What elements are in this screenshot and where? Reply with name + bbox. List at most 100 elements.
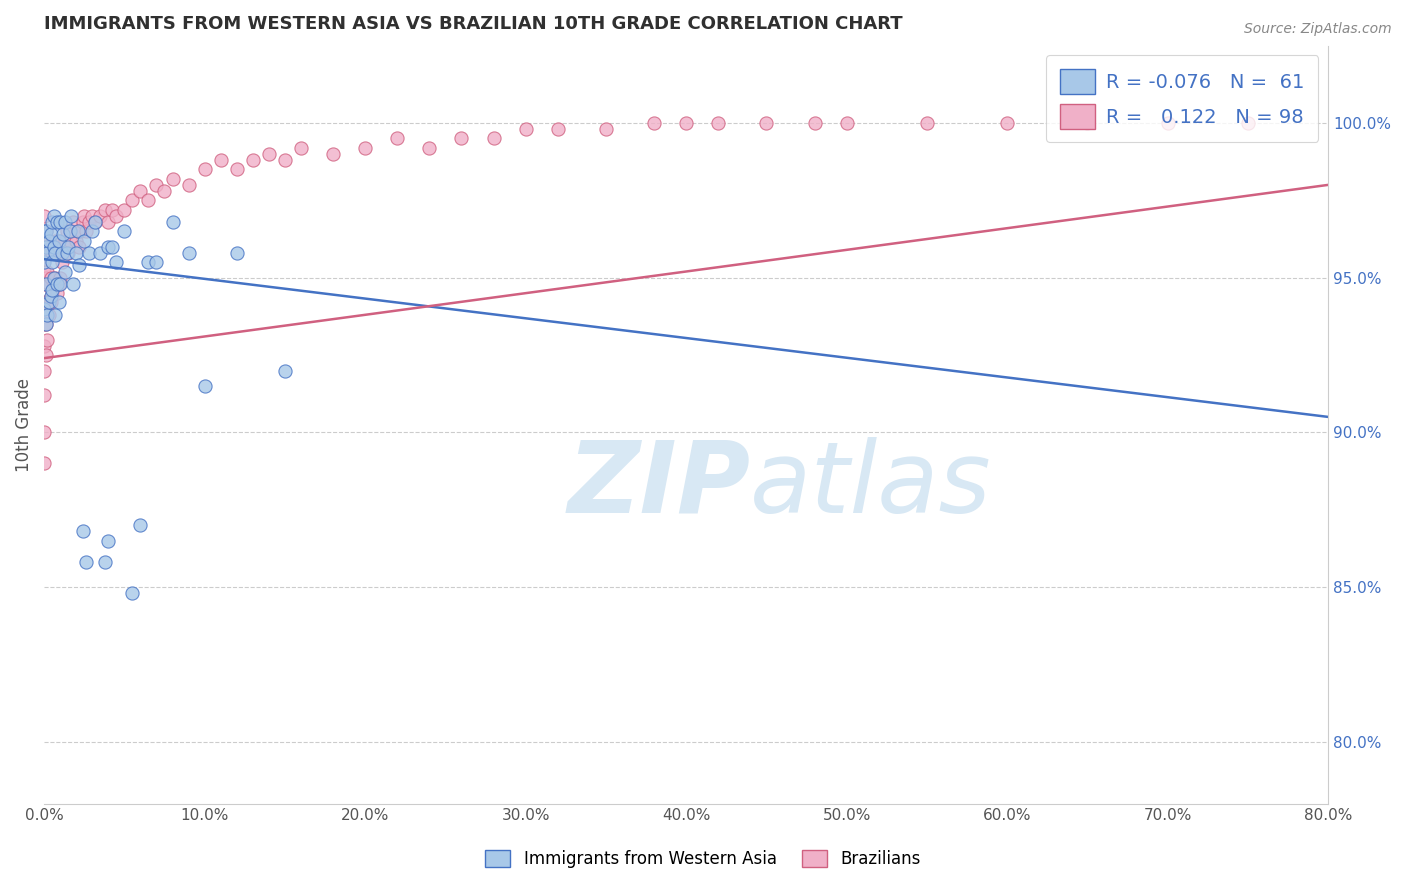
Point bbox=[42, 209, 65, 223]
Point bbox=[77, 246, 100, 260]
Point bbox=[1237, 116, 1260, 130]
Point bbox=[73, 209, 96, 223]
Point bbox=[194, 379, 217, 393]
Point bbox=[77, 215, 100, 229]
Point bbox=[42, 277, 65, 291]
Point bbox=[153, 184, 176, 198]
Point bbox=[75, 555, 97, 569]
Point bbox=[290, 141, 312, 155]
Point bbox=[100, 202, 122, 217]
Point bbox=[194, 162, 217, 177]
Point bbox=[48, 240, 70, 254]
Point bbox=[35, 277, 58, 291]
Point bbox=[84, 215, 107, 229]
Point bbox=[75, 224, 97, 238]
Point bbox=[37, 308, 59, 322]
Point bbox=[32, 264, 55, 278]
Point bbox=[515, 122, 537, 136]
Point bbox=[257, 147, 280, 161]
Point bbox=[105, 255, 128, 269]
Point bbox=[37, 295, 59, 310]
Point bbox=[65, 246, 87, 260]
Point bbox=[32, 255, 55, 269]
Point bbox=[97, 215, 120, 229]
Point bbox=[35, 224, 58, 238]
Point bbox=[55, 224, 77, 238]
Point bbox=[35, 317, 58, 331]
Text: ZIP: ZIP bbox=[568, 437, 751, 533]
Point bbox=[39, 289, 62, 303]
Point bbox=[32, 339, 55, 353]
Point bbox=[138, 194, 160, 208]
Point bbox=[482, 131, 505, 145]
Point bbox=[46, 277, 69, 291]
Point bbox=[94, 555, 117, 569]
Point bbox=[32, 227, 55, 242]
Point bbox=[59, 234, 82, 248]
Point bbox=[35, 348, 58, 362]
Point bbox=[37, 333, 59, 347]
Point bbox=[1156, 116, 1178, 130]
Point bbox=[44, 246, 66, 260]
Point bbox=[59, 224, 82, 238]
Point bbox=[387, 131, 409, 145]
Point bbox=[32, 425, 55, 440]
Point bbox=[129, 518, 152, 533]
Point bbox=[82, 224, 104, 238]
Point bbox=[89, 246, 111, 260]
Point bbox=[53, 264, 76, 278]
Point bbox=[755, 116, 778, 130]
Point bbox=[675, 116, 697, 130]
Point bbox=[62, 215, 84, 229]
Point bbox=[48, 277, 70, 291]
Point bbox=[46, 246, 69, 260]
Point bbox=[42, 270, 65, 285]
Point bbox=[32, 301, 55, 316]
Point bbox=[995, 116, 1018, 130]
Point bbox=[32, 456, 55, 470]
Point bbox=[39, 270, 62, 285]
Point bbox=[44, 234, 66, 248]
Point bbox=[42, 240, 65, 254]
Point bbox=[84, 215, 107, 229]
Point bbox=[73, 234, 96, 248]
Point bbox=[35, 246, 58, 260]
Point bbox=[35, 295, 58, 310]
Point bbox=[145, 255, 167, 269]
Point bbox=[46, 215, 69, 229]
Point bbox=[162, 171, 184, 186]
Point bbox=[138, 255, 160, 269]
Point bbox=[145, 178, 167, 192]
Point bbox=[209, 153, 232, 168]
Point bbox=[835, 116, 858, 130]
Point bbox=[94, 202, 117, 217]
Point bbox=[37, 246, 59, 260]
Point bbox=[32, 295, 55, 310]
Point bbox=[66, 224, 89, 238]
Point bbox=[70, 224, 93, 238]
Point bbox=[97, 240, 120, 254]
Point bbox=[450, 131, 472, 145]
Point bbox=[32, 317, 55, 331]
Point bbox=[32, 363, 55, 377]
Point bbox=[177, 178, 200, 192]
Point bbox=[915, 116, 938, 130]
Point bbox=[32, 240, 55, 254]
Point bbox=[803, 116, 825, 130]
Point bbox=[89, 209, 111, 223]
Text: Source: ZipAtlas.com: Source: ZipAtlas.com bbox=[1244, 22, 1392, 37]
Point bbox=[49, 215, 72, 229]
Point bbox=[242, 153, 264, 168]
Text: atlas: atlas bbox=[751, 437, 993, 533]
Point bbox=[67, 240, 90, 254]
Point bbox=[49, 270, 72, 285]
Point bbox=[56, 240, 79, 254]
Point bbox=[32, 277, 55, 291]
Point bbox=[56, 246, 79, 260]
Point bbox=[41, 286, 63, 301]
Point bbox=[60, 209, 83, 223]
Point bbox=[53, 234, 76, 248]
Point bbox=[39, 295, 62, 310]
Point bbox=[105, 209, 128, 223]
Y-axis label: 10th Grade: 10th Grade bbox=[15, 377, 32, 472]
